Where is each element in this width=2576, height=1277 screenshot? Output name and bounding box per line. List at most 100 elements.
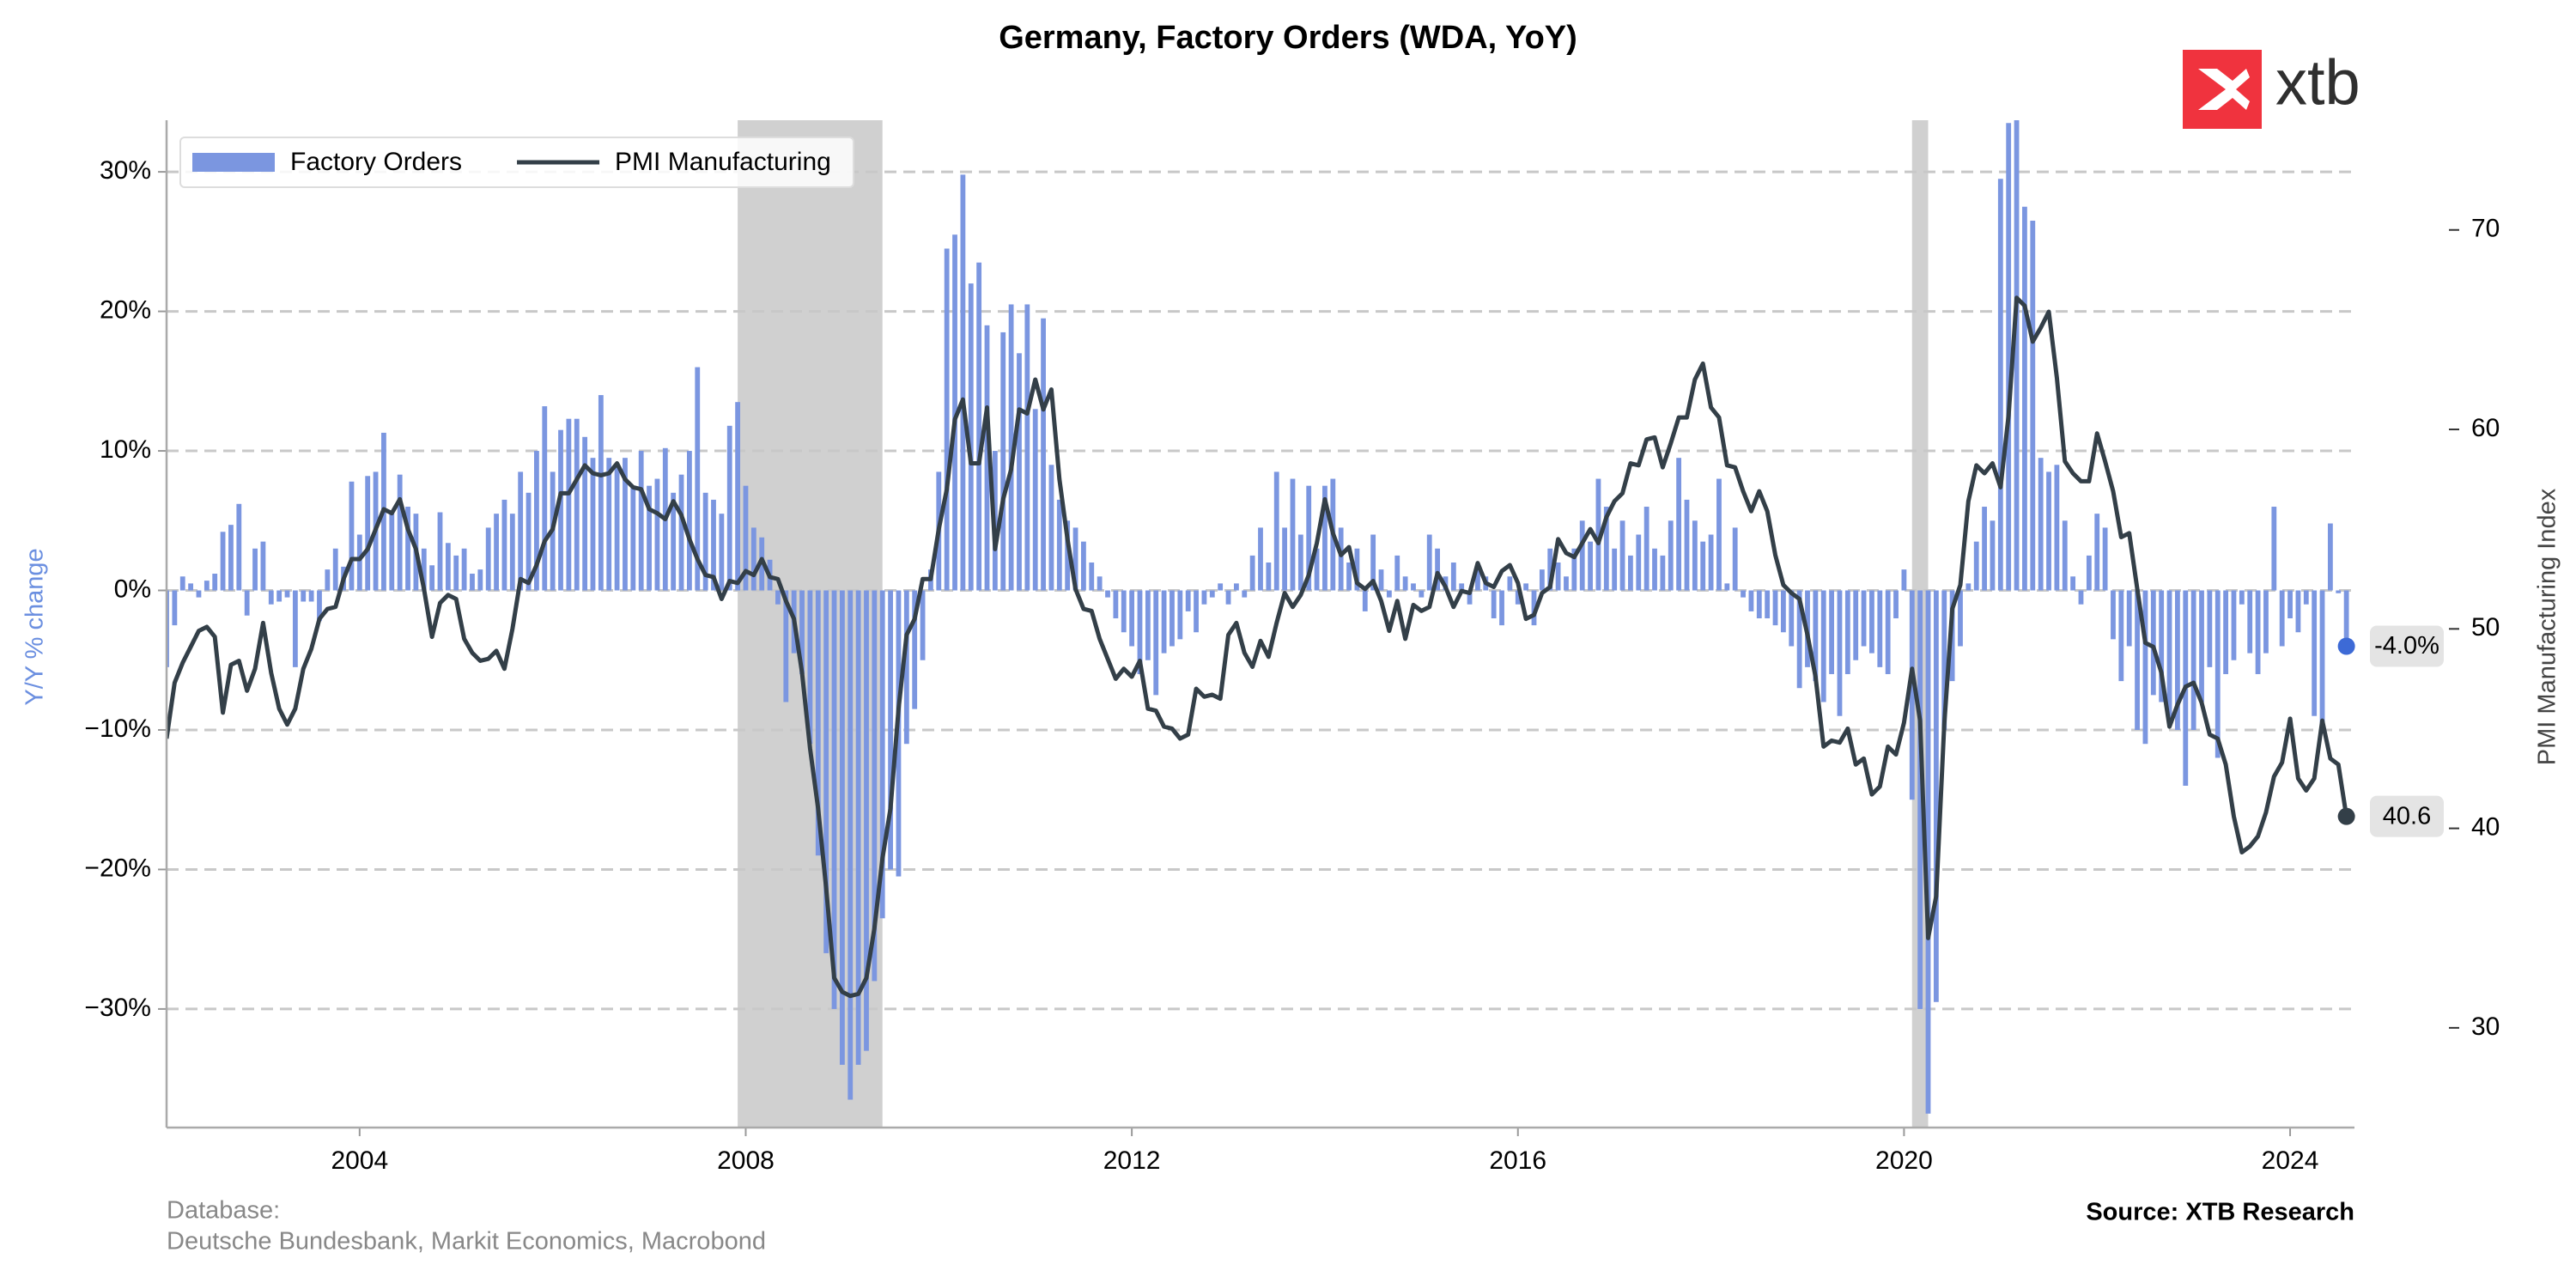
bar [2295,590,2301,633]
bar [574,418,580,591]
bar [711,499,716,591]
bar [1242,590,1248,598]
y-tick-label: 0% [114,575,151,603]
bar [1748,590,1754,611]
bar [1997,179,2003,591]
y-tick-label: −30% [84,994,151,1022]
bar [1153,590,1159,696]
bar [1249,555,1255,591]
bar [1684,499,1690,591]
bar [1732,527,1738,591]
bar [1314,548,1320,591]
bar [470,574,475,591]
bar [1491,590,1497,619]
bar [1990,520,1996,591]
bar [2190,590,2196,730]
bar [2231,590,2237,660]
bar [1789,590,1795,647]
bar [1338,527,1344,591]
bar [1861,590,1867,647]
legend-swatch [192,153,275,172]
x-tick-label: 2004 [331,1146,388,1175]
bar [1225,590,1231,605]
bar [1024,304,1030,591]
bar [1588,541,1593,591]
bar [2070,576,2076,591]
bar [1893,590,1899,619]
bar [2086,555,2092,591]
bar [2014,120,2020,591]
bar [879,590,885,919]
bar [421,548,427,591]
bar [1089,562,1095,591]
bar [1426,534,1432,591]
bar [365,476,371,591]
bar [1378,569,1384,591]
bar [252,548,258,591]
bar [212,574,218,591]
bar [220,532,226,591]
bar [1282,527,1288,591]
bar [1346,562,1352,591]
bar [2094,514,2100,591]
bar [1643,507,1649,591]
bar [864,590,869,1051]
bar [638,451,644,591]
bar [301,590,307,602]
bar [823,590,829,953]
bar [2255,590,2261,674]
bar [831,590,837,1009]
bar [695,367,701,591]
bar [1853,590,1859,660]
bar [1772,590,1778,626]
bar [1941,590,1947,730]
bar [244,590,250,616]
bar [702,492,708,591]
bar [2078,590,2084,605]
bar [2030,220,2036,591]
end-label-box [2370,625,2444,667]
end-label: -4.0% [2374,632,2439,660]
bar [1869,590,1874,654]
line [167,295,2349,999]
bar [968,283,974,591]
bar [2126,590,2132,647]
bar [960,174,966,591]
bar [1539,569,1545,591]
bar [839,590,845,1065]
bar [1507,576,1513,591]
bar [1765,590,1771,619]
bar [429,565,435,591]
bar [2263,590,2269,654]
bar [167,590,169,667]
legend-label: PMI Manufacturing [615,148,831,176]
bar [236,503,242,591]
bar [2287,590,2293,619]
bar [2215,590,2221,758]
bar [437,512,443,591]
bar [1668,520,1674,591]
bar [188,583,194,591]
bar [647,485,652,591]
bar [1917,590,1923,1009]
bar [1708,534,1714,591]
bar [2239,590,2245,605]
bar [2166,590,2172,723]
bar [1901,569,1907,591]
bar [1201,590,1207,605]
bar [1619,520,1625,591]
bar [1636,534,1642,591]
bar [509,514,515,591]
bar [2022,206,2027,591]
bar [1652,548,1657,591]
bar [2279,590,2285,647]
legend-label: Factory Orders [290,148,462,176]
bar [1081,541,1086,591]
bar [1056,499,1062,591]
bar [172,590,178,626]
footer-database: Database: [167,1197,280,1225]
bar [2102,527,2108,591]
bar [590,458,596,591]
bar [1909,590,1915,800]
bar [2271,507,2277,591]
